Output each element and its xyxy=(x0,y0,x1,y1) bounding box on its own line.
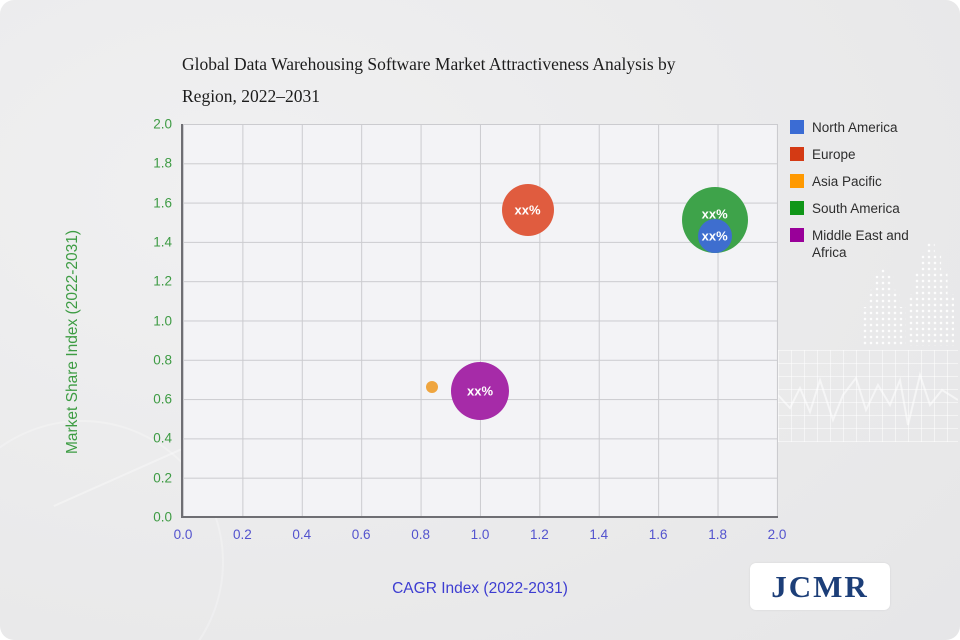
legend-item-middle-east-and-africa: Middle East and Africa xyxy=(790,227,955,261)
legend-item-asia-pacific: Asia Pacific xyxy=(790,173,955,190)
y-tick-label: 0.2 xyxy=(153,470,172,486)
x-tick-label: 0.8 xyxy=(411,527,430,542)
chart-title-line2: Region, 2022–2031 xyxy=(182,86,321,106)
legend-label: South America xyxy=(812,201,900,216)
y-tick-label: 0.8 xyxy=(153,352,172,368)
building-tower-icon xyxy=(862,268,906,346)
legend: North America Europe Asia Pacific South Ame… xyxy=(790,119,955,271)
sparkline-watermark xyxy=(777,371,959,426)
legend-label: Asia Pacific xyxy=(812,174,882,189)
brand-logo: JCMR xyxy=(750,563,890,610)
legend-label: Middle East and Africa xyxy=(812,228,909,260)
bubble-europe: xx% xyxy=(501,184,554,237)
brand-logo-text: JCMR xyxy=(771,568,869,604)
y-axis-title: Market Share Index (2022-2031) xyxy=(64,229,81,455)
legend-swatch xyxy=(790,120,804,134)
y-tick-label: 1.8 xyxy=(153,155,172,171)
y-tick-label: 1.4 xyxy=(153,234,172,250)
x-tick-label: 0.6 xyxy=(351,527,371,542)
x-tick-label: 1.4 xyxy=(589,527,609,542)
legend-label: North America xyxy=(812,120,898,135)
bubble-value-label: xx% xyxy=(701,228,728,244)
x-tick-label: 1.2 xyxy=(530,527,549,542)
building-watermark xyxy=(862,242,954,346)
x-tick-label: 2.0 xyxy=(767,527,787,542)
y-tick-label: 1.0 xyxy=(153,313,172,328)
legend-swatch xyxy=(790,147,804,161)
legend-item-europe: Europe xyxy=(790,146,955,163)
bubble-value-label: xx% xyxy=(466,383,494,399)
bubble-asia-pacific xyxy=(426,381,439,394)
legend-label: Europe xyxy=(812,147,856,162)
x-tick-label: 0.4 xyxy=(292,527,312,542)
y-tick-label: 0.4 xyxy=(153,430,172,446)
x-tick-label: 0.0 xyxy=(173,527,193,542)
grid-watermark xyxy=(777,350,959,442)
legend-swatch xyxy=(790,228,804,242)
y-tick-label: 1.2 xyxy=(153,273,172,289)
y-tick-label: 1.6 xyxy=(153,195,172,211)
bubble-middle-east-and-africa: xx% xyxy=(451,362,509,421)
y-tick-label: 2.0 xyxy=(153,116,172,132)
bubble-value-label: xx% xyxy=(514,202,541,218)
chart-title-line1: Global Data Warehousing Software Market … xyxy=(182,54,676,74)
legend-swatch xyxy=(790,201,804,215)
plot-area xyxy=(183,124,778,517)
legend-swatch xyxy=(790,174,804,188)
legend-item-north-america: North America xyxy=(790,119,955,136)
x-axis-line xyxy=(181,516,778,518)
x-tick-label: 1.0 xyxy=(470,527,490,542)
y-axis-line xyxy=(181,124,183,518)
x-tick-label: 0.2 xyxy=(233,527,252,542)
chart-title: Global Data Warehousing Software Market … xyxy=(182,48,782,112)
legend-item-south-america: South America xyxy=(790,200,955,217)
y-tick-label: 0.0 xyxy=(153,509,172,525)
x-tick-label: 1.6 xyxy=(648,527,668,542)
bubble-north-america: xx% xyxy=(697,219,732,253)
bubble-value-label: xx% xyxy=(701,206,728,222)
x-axis-title: CAGR Index (2022-2031) xyxy=(392,580,568,597)
x-tick-label: 1.8 xyxy=(708,527,727,542)
y-tick-label: 0.6 xyxy=(153,391,172,407)
